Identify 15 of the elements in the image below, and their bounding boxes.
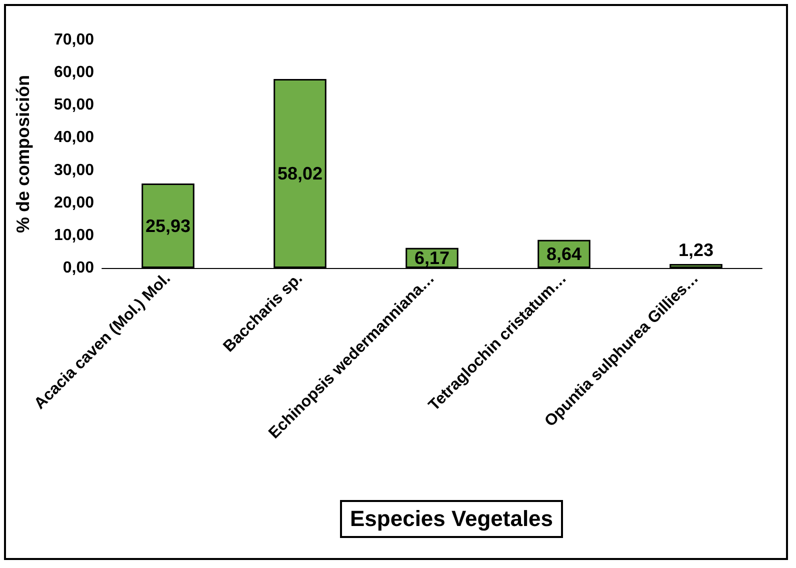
y-axis-title: % de composición [13,74,33,234]
data-label: 25,93 [145,216,191,236]
y-tick-label: 10,00 [54,226,94,244]
data-label: 8,64 [546,244,582,264]
data-label: 58,02 [277,164,323,184]
y-tick-label: 60,00 [54,64,94,82]
y-tick-label: 0,00 [62,260,94,276]
y-tick-label: 20,00 [54,194,94,212]
data-label: 6,17 [414,248,450,268]
y-tick-label: 50,00 [54,96,94,114]
data-label: 1,23 [678,240,714,260]
x-axis-title: Especies Vegetales [340,500,564,538]
y-tick-label: 40,00 [54,129,94,146]
y-tick-label: 70,00 [54,32,94,48]
y-tick-label: 30,00 [54,162,94,179]
